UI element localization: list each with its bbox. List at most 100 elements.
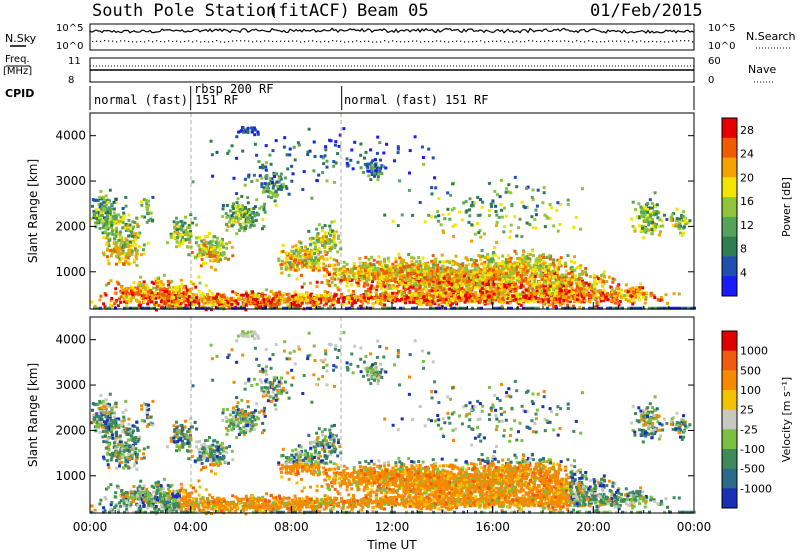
noise-search-dot — [328, 41, 330, 43]
power-cell — [210, 243, 214, 247]
power-cell — [244, 298, 248, 301]
power-cell — [274, 203, 278, 207]
power-cell — [529, 274, 532, 278]
power-cell — [516, 262, 519, 266]
power-cell — [106, 223, 110, 227]
power-cell — [454, 282, 458, 286]
power-cell — [559, 280, 563, 284]
power-cell — [362, 284, 366, 288]
power-cell — [242, 130, 246, 134]
power-cell — [502, 267, 506, 271]
power-cell — [376, 295, 379, 299]
power-cell — [147, 211, 151, 215]
power-cell — [639, 210, 643, 214]
noise-search-dot — [148, 40, 150, 42]
power-cell — [102, 216, 106, 220]
power-cell — [328, 263, 332, 267]
power-cell — [179, 219, 183, 223]
power-cell — [488, 296, 492, 300]
power-cell — [301, 254, 305, 258]
power-cell — [102, 200, 106, 204]
power-cell — [488, 268, 492, 272]
power-cell — [400, 297, 403, 301]
power-cell — [411, 300, 415, 304]
power-cell — [602, 298, 605, 302]
power-cell — [647, 223, 651, 227]
power-cell — [328, 292, 332, 296]
power-cell — [442, 294, 445, 298]
power-cell — [464, 287, 468, 291]
noise-search-dot — [416, 40, 418, 42]
noise-left-tick-bottom: 10^0 — [56, 41, 83, 52]
power-cell — [446, 270, 450, 274]
power-cell — [388, 298, 392, 301]
power-cell — [391, 286, 395, 290]
power-cell — [493, 253, 497, 257]
power-cell — [145, 207, 149, 210]
power-cell — [580, 270, 584, 273]
power-cell — [373, 296, 377, 300]
power-cell — [402, 267, 406, 271]
power-cell — [574, 281, 578, 285]
power-cell — [538, 299, 542, 303]
noise-search-dot — [648, 41, 650, 43]
power-cell — [363, 298, 367, 302]
power-cell — [291, 302, 294, 306]
power-cell — [512, 267, 516, 271]
power-cell — [246, 196, 250, 200]
power-cell — [262, 186, 266, 190]
power-cell — [315, 293, 319, 297]
power-cell — [324, 241, 328, 245]
power-cell — [350, 278, 354, 282]
power-cell — [94, 211, 98, 214]
power-cell — [662, 213, 666, 217]
power-cell — [537, 259, 541, 263]
power-cell — [561, 301, 565, 305]
power-cell — [138, 231, 142, 235]
power-cell — [508, 289, 512, 293]
power-cell — [244, 308, 248, 312]
power-cell — [564, 275, 568, 279]
power-cell — [126, 224, 130, 228]
power-cell — [539, 270, 543, 274]
power-cell — [284, 185, 288, 188]
power-cell — [356, 272, 360, 276]
power-cell — [207, 248, 211, 252]
power-cell — [467, 299, 471, 303]
power-cell — [402, 259, 406, 262]
power-cell — [552, 281, 556, 285]
power-cell — [464, 256, 468, 260]
power-cell — [154, 301, 158, 304]
power-cell — [445, 283, 449, 287]
power-cell — [392, 284, 395, 288]
noise-sky-line — [89, 27, 695, 34]
power-cell — [507, 283, 511, 287]
noise-search-dot — [348, 41, 350, 43]
power-cell — [423, 298, 427, 302]
power-cell — [112, 222, 116, 226]
power-cell — [208, 289, 212, 293]
power-cell — [317, 238, 321, 242]
power-cell — [274, 292, 278, 296]
power-cell — [101, 226, 105, 229]
noise-search-dot — [260, 41, 262, 43]
power-cell — [298, 249, 302, 253]
power-cell — [513, 261, 517, 265]
power-cell — [506, 267, 510, 271]
power-cell — [282, 185, 286, 189]
power-cell — [202, 243, 206, 247]
power-cell — [188, 240, 192, 244]
power-cell — [573, 255, 576, 259]
power-cell — [229, 297, 233, 301]
power-cell — [461, 290, 465, 294]
power-cell — [103, 198, 106, 202]
power-cell — [544, 297, 548, 301]
power-cell — [613, 278, 617, 282]
power-cell — [267, 295, 271, 299]
power-cell — [531, 284, 535, 288]
power-cell — [345, 284, 349, 288]
power-cell — [309, 248, 313, 252]
power-cell — [411, 276, 415, 280]
power-cell — [581, 279, 584, 283]
power-cell — [244, 224, 248, 228]
